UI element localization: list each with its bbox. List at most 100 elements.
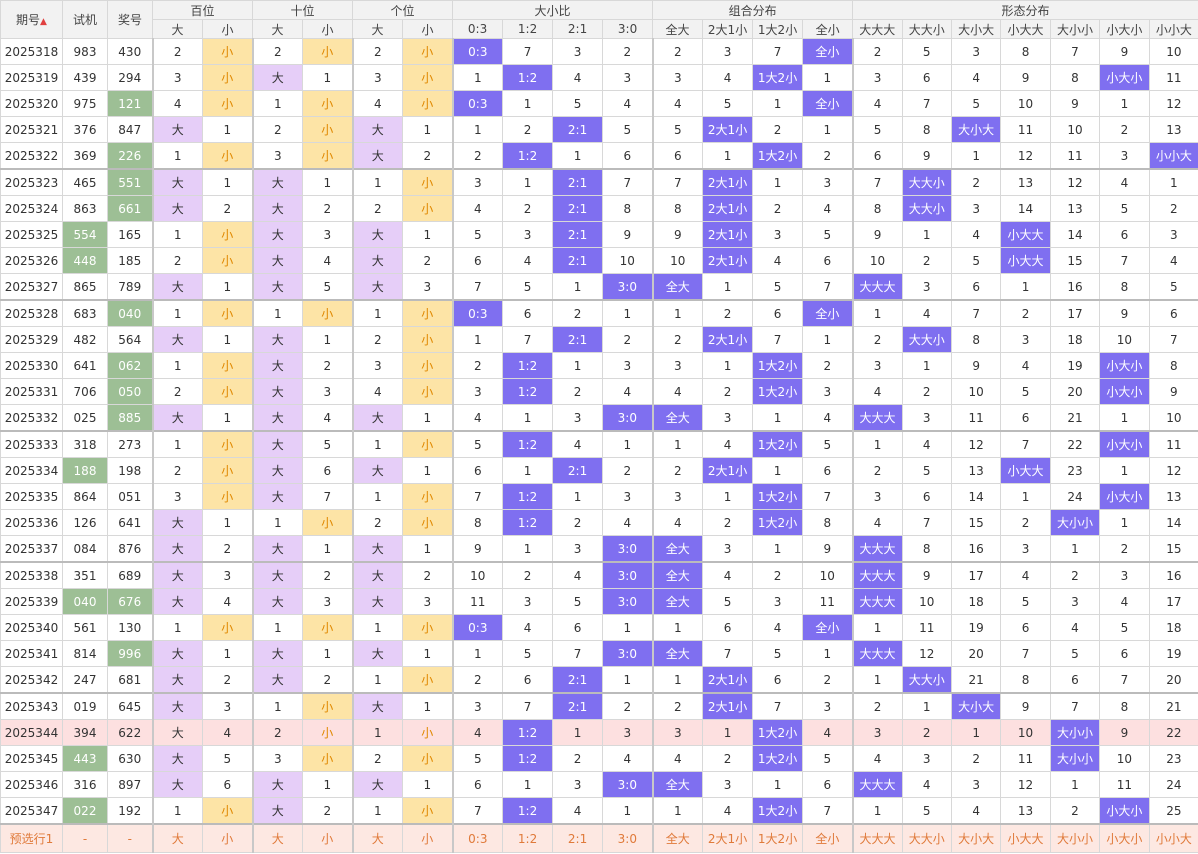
cell: 561 — [62, 614, 108, 641]
cell: 1 — [451, 116, 504, 143]
cell: 0:3 — [451, 299, 504, 327]
cell: 7 — [950, 299, 1002, 327]
cell: 2 — [451, 142, 504, 170]
cell: 10 — [901, 588, 952, 615]
group-header: 大小比 — [452, 0, 654, 20]
cell: 4 — [702, 561, 754, 589]
cell: 3:0 — [602, 823, 654, 853]
cell: 1大2小 — [752, 719, 804, 746]
cell: 22 — [1049, 430, 1101, 458]
cell: 大 — [251, 430, 304, 458]
cell: 5 — [901, 797, 952, 825]
cell: 4 — [502, 614, 554, 641]
cell: 5 — [752, 273, 804, 301]
cell: 小 — [402, 64, 454, 91]
cell: 17 — [1049, 299, 1101, 327]
cell: 5 — [451, 430, 504, 458]
cell: 8 — [451, 509, 504, 536]
cell: 645 — [107, 692, 153, 720]
cell: 622 — [107, 719, 153, 746]
cell: 3 — [702, 771, 754, 798]
cell: 25 — [1148, 797, 1198, 825]
cell: 4 — [752, 614, 804, 641]
cell: 1 — [351, 299, 404, 327]
cell: 3:0 — [602, 273, 654, 301]
cell: 1 — [651, 666, 704, 694]
sub-header: 1:2 — [502, 19, 554, 39]
cell: 小 — [402, 797, 454, 825]
cell: 6 — [552, 614, 604, 641]
cell: 2 — [351, 745, 404, 772]
cell: 3 — [1000, 326, 1051, 353]
cell: 376 — [62, 116, 108, 143]
cell: 小大小 — [1099, 797, 1150, 825]
period-cell: 2025335 — [0, 483, 63, 510]
cell: 6 — [901, 64, 952, 91]
cell: 9 — [1099, 299, 1150, 327]
cell: 3 — [151, 64, 203, 91]
cell: 8 — [1148, 352, 1198, 379]
cell: 394 — [62, 719, 108, 746]
cell: 大 — [151, 771, 203, 798]
cell: 7 — [552, 640, 604, 667]
cell: 1大2小 — [752, 483, 804, 510]
cell: 2:1 — [552, 326, 604, 353]
cell: 20 — [950, 640, 1002, 667]
data-row: 2025339 040 676 大 4 大 3 大 3 11 3 5 3:0 全大 5 3 11 大大大 10 18 5… — [0, 588, 1198, 615]
cell: 6 — [802, 771, 854, 798]
cell: 5 — [201, 745, 254, 772]
cell: 小 — [302, 692, 354, 720]
cell: 3 — [552, 771, 604, 798]
cell: 641 — [62, 352, 108, 379]
cell: 8 — [1000, 666, 1051, 694]
cell: 13 — [950, 457, 1002, 484]
cell: 2 — [901, 247, 952, 274]
cell: 小 — [402, 299, 454, 327]
cell: 4 — [201, 719, 254, 746]
data-row: 2025347 022 192 1 小大 2 1 小 7 1:2 4 1 1 4 1大2小 7 1 5 4 13 2 小大… — [0, 797, 1198, 825]
cell: 2大1小 — [702, 326, 754, 353]
cell: 025 — [62, 404, 108, 432]
cell: 5 — [552, 588, 604, 615]
period-cell: 2025334 — [0, 457, 63, 484]
cell: 8 — [651, 195, 704, 222]
cell: 4 — [802, 404, 854, 432]
cell: 273 — [107, 430, 153, 458]
cell: 1 — [950, 719, 1002, 746]
cell: 1 — [201, 116, 254, 143]
cell: 4 — [302, 404, 354, 432]
cell: 1:2 — [502, 64, 554, 91]
cell: 1 — [950, 142, 1002, 170]
cell: 2 — [851, 326, 903, 353]
cell: 1 — [502, 457, 554, 484]
cell: 2 — [702, 299, 754, 327]
cell: 7 — [851, 168, 903, 196]
cell: 0:3 — [451, 38, 504, 65]
column-header[interactable]: 期号▲ — [0, 0, 63, 39]
cell: 10 — [1049, 116, 1101, 143]
cell: 2:1 — [552, 221, 604, 248]
cell: 4 — [302, 247, 354, 274]
cell: 大 — [251, 457, 304, 484]
cell: 2:1 — [552, 692, 604, 720]
cell: 2 — [151, 38, 203, 65]
cell: 4 — [651, 745, 704, 772]
cell: 5 — [1099, 614, 1150, 641]
cell: 6 — [802, 457, 854, 484]
cell: 814 — [62, 640, 108, 667]
cell: 10 — [651, 247, 704, 274]
cell: 10 — [602, 247, 654, 274]
cell: 6 — [651, 142, 704, 170]
cell: 1 — [351, 719, 404, 746]
data-row: 2025335 864 051 3 小大 7 1 小 7 1:2 1 3 3 1 1大2小 7 3 6 14 1 24 小… — [0, 483, 1198, 510]
data-row: 2025323 465 551 大 1 大 1 1 小 3 1 2:1 7 7 2大1小 1 3 7 大大小 2 13 1… — [0, 168, 1198, 196]
cell: 1大2小 — [752, 430, 804, 458]
cell: 8 — [602, 195, 654, 222]
cell: 126 — [62, 509, 108, 536]
cell: 5 — [1000, 378, 1051, 405]
cell: 1 — [651, 797, 704, 825]
cell: 2 — [602, 38, 654, 65]
cell: 4 — [1148, 247, 1198, 274]
cell: 4 — [602, 745, 654, 772]
cell: 2 — [651, 38, 704, 65]
